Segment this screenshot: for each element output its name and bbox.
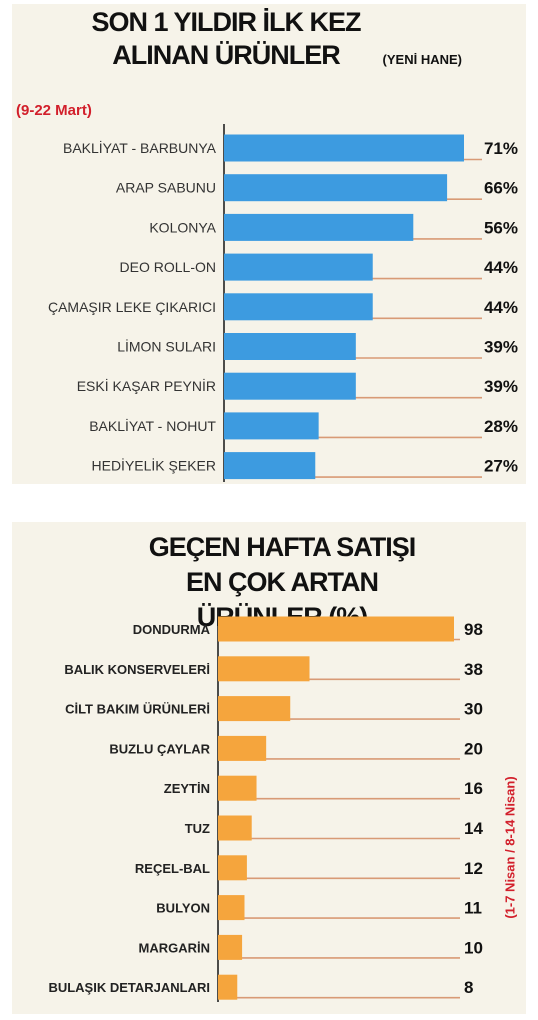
- chart1-value-label: 20: [464, 739, 483, 758]
- chart0-category-label: KOLONYA: [149, 219, 216, 235]
- chart1-category-label: MARGARİN: [139, 940, 211, 955]
- chart0-category-label: LİMON SULARI: [117, 338, 216, 355]
- chart1-period: (9-22 Mart): [16, 102, 92, 119]
- chart1-bar: [218, 656, 310, 682]
- chart1-value-label: 98: [464, 620, 483, 639]
- chart0-value-label: 44%: [484, 258, 518, 277]
- chart0-value-label: 66%: [484, 179, 518, 198]
- chart0-value-label: 56%: [484, 218, 518, 237]
- chart0-bar: [224, 134, 464, 162]
- chart1-bar: [218, 696, 291, 722]
- chart1-category-label: CİLT BAKIM ÜRÜNLERİ: [65, 702, 210, 717]
- chart1-category-label: REÇEL-BAL: [135, 861, 210, 876]
- chart1-bar: [218, 815, 252, 841]
- chart1-bar: [218, 855, 247, 881]
- chart0-category-label: DEO ROLL-ON: [120, 259, 216, 275]
- chart-panel-sales-increase: GEÇEN HAFTA SATIŞI EN ÇOK ARTAN ÜRÜNLER …: [12, 522, 526, 1014]
- chart0-bar: [224, 412, 319, 440]
- chart1-category-label: BALIK KONSERVELERİ: [64, 662, 210, 677]
- chart1-value-label: 14: [464, 819, 483, 838]
- chart0-value-label: 28%: [484, 417, 518, 436]
- chart0-bar: [224, 253, 373, 281]
- chart0-bar: [224, 333, 356, 360]
- chart1-category-label: BUZLU ÇAYLAR: [109, 741, 210, 756]
- chart0-value-label: 44%: [484, 298, 518, 317]
- chart0-category-label: BAKLİYAT - BARBUNYA: [63, 139, 217, 156]
- chart1-category-label: BULYON: [156, 901, 210, 916]
- chart1-bar: [218, 974, 238, 1000]
- chart0-value-label: 71%: [484, 139, 518, 158]
- chart1-value-label: 10: [464, 938, 483, 957]
- chart0-category-label: HEDİYELİK ŞEKER: [92, 457, 217, 474]
- chart1-value-label: 16: [464, 779, 483, 798]
- chart1-value-label: 8: [464, 978, 473, 997]
- chart1-bar: [218, 775, 257, 801]
- chart0-category-label: BAKLİYAT - NOHUT: [89, 417, 216, 434]
- chart1-bar: [218, 934, 243, 960]
- chart1-value-label: 12: [464, 859, 483, 878]
- chart0-bar: [224, 293, 373, 321]
- chart0-category-label: ARAP SABUNU: [116, 180, 216, 196]
- chart1-value-label: 11: [464, 899, 482, 918]
- chart0-value-label: 39%: [484, 377, 518, 396]
- chart1-category-label: DONDURMA: [133, 622, 211, 637]
- chart1-bar: [218, 895, 245, 921]
- chart1-category-label: ZEYTİN: [164, 781, 210, 796]
- chart0-bar: [224, 213, 414, 241]
- chart1-plot: BAKLİYAT - BARBUNYA 71% ARAP SABUNU 66% KOLO…: [48, 124, 518, 482]
- chart-panel-new-households: SON 1 YILDIR İLK KEZ ALINAN ÜRÜNLER (YEN…: [12, 4, 526, 484]
- chart0-category-label: ESKİ KAŞAR PEYNİR: [77, 377, 216, 394]
- chart1-title-text: SON 1 YILDIR İLK KEZ ALINAN ÜRÜNLER: [91, 7, 361, 70]
- chart1-value-label: 38: [464, 660, 483, 679]
- chart0-bar: [224, 372, 356, 400]
- chart0-category-label: ÇAMAŞIR LEKE ÇIKARICI: [48, 299, 216, 315]
- chart1-bar: [218, 616, 454, 642]
- chart1-category-label: BULAŞIK DETARJANLARI: [48, 980, 210, 995]
- chart1-subtitle: (YENİ HANE): [382, 52, 462, 67]
- chart1-title: SON 1 YILDIR İLK KEZ ALINAN ÜRÜNLER (YEN…: [12, 6, 526, 76]
- chart1-category-label: TUZ: [185, 821, 210, 836]
- chart0-value-label: 27%: [484, 457, 518, 476]
- chart0-value-label: 39%: [484, 338, 518, 357]
- chart1-bar: [218, 735, 267, 761]
- chart1-value-label: 30: [464, 700, 483, 719]
- chart0-bar: [224, 174, 448, 202]
- chart2-plot: DONDURMA 98 BALIK KONSERVELERİ 38 CİLT BAKIM…: [48, 610, 483, 1002]
- chart0-bar: [224, 452, 316, 480]
